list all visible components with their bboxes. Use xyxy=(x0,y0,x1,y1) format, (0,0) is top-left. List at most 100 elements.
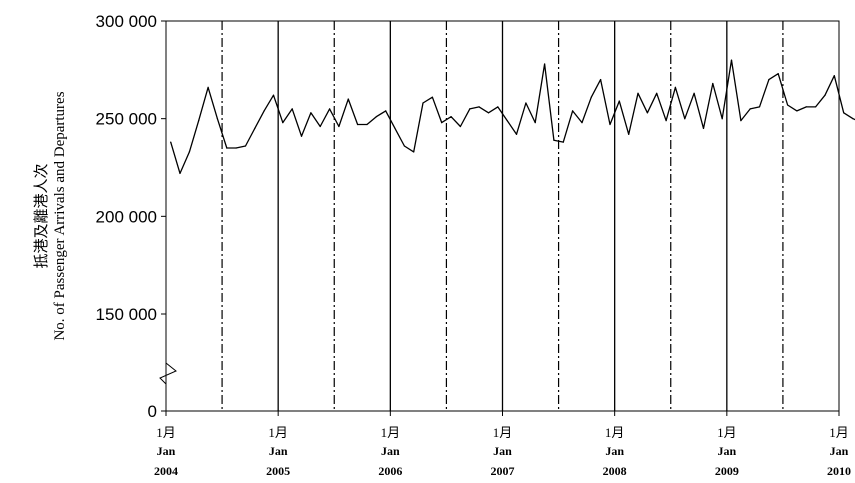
x-tick-label-year: 2006 xyxy=(378,464,402,478)
x-tick-label-year: 2009 xyxy=(715,464,739,478)
data-point xyxy=(702,127,705,129)
x-axis-ticks: 1月 Jan 2004 1月 Jan 2005 1月 Jan 2006 1月 Jan 2007 1月 Ja… xyxy=(154,411,851,478)
x-tick-label-year: 2008 xyxy=(603,464,627,478)
data-point xyxy=(833,75,835,77)
data-point xyxy=(796,110,798,112)
y-axis-label-zh: 抵港及離港人次 xyxy=(32,163,50,268)
data-point xyxy=(254,127,256,129)
data-point xyxy=(291,108,293,110)
y-tick-label: 300 000 xyxy=(96,12,157,31)
data-point xyxy=(459,125,461,128)
data-point xyxy=(319,125,321,128)
data-point xyxy=(843,112,845,114)
y-axis-break xyxy=(159,362,177,385)
data-point xyxy=(198,120,200,122)
data-point xyxy=(441,122,443,124)
data-point xyxy=(562,141,564,143)
x-tick-label-en: Jan xyxy=(717,444,736,458)
series-lines xyxy=(170,59,855,175)
data-point xyxy=(226,147,228,149)
data-point xyxy=(684,118,686,120)
data-point xyxy=(515,133,518,135)
data-point xyxy=(646,112,649,114)
data-point xyxy=(618,100,620,102)
data-point xyxy=(478,106,480,108)
data-point xyxy=(450,116,452,118)
data-point xyxy=(758,106,761,108)
y-axis-ticks: 0 150 000 200 000 250 000 300 000 xyxy=(96,12,166,421)
data-point xyxy=(216,118,218,120)
data-point xyxy=(244,145,247,147)
x-tick-label-en: Jan xyxy=(269,444,288,458)
data-point xyxy=(674,86,677,88)
x-tick-label-year: 2007 xyxy=(491,464,515,478)
data-point xyxy=(487,112,490,114)
passenger-series-line xyxy=(170,59,855,175)
data-point xyxy=(852,118,854,120)
x-tick-label-zh: 1月 xyxy=(493,425,513,440)
data-point xyxy=(590,96,592,98)
data-point xyxy=(272,94,275,96)
data-point xyxy=(497,106,499,108)
data-point xyxy=(469,108,471,110)
x-tick-label-zh: 1月 xyxy=(605,425,625,440)
data-point xyxy=(506,120,508,122)
data-point xyxy=(413,151,415,153)
data-point xyxy=(553,139,555,141)
x-tick-label-zh: 1月 xyxy=(717,425,737,440)
x-tick-label-en: Jan xyxy=(157,444,176,458)
data-point xyxy=(357,123,359,126)
x-tick-label-zh: 1月 xyxy=(381,425,401,440)
x-tick-label-zh: 1月 xyxy=(268,425,288,440)
year-gridlines xyxy=(221,21,784,411)
data-point xyxy=(235,147,237,149)
data-point xyxy=(375,116,377,118)
y-tick-label: 150 000 xyxy=(96,305,157,324)
data-point xyxy=(282,122,284,124)
data-point xyxy=(431,96,433,98)
x-tick-label-zh: 1月 xyxy=(829,425,849,440)
data-point xyxy=(394,127,396,129)
data-point xyxy=(572,110,574,112)
data-point xyxy=(805,106,807,108)
data-point xyxy=(300,135,303,137)
data-point xyxy=(347,98,349,100)
data-point xyxy=(721,118,723,120)
y-tick-label: 200 000 xyxy=(96,207,157,226)
data-point xyxy=(422,102,424,104)
x-tick-label-en: Jan xyxy=(605,444,624,458)
y-tick-label: 0 xyxy=(148,402,157,421)
data-point xyxy=(170,141,172,143)
data-point xyxy=(609,123,611,126)
data-point xyxy=(600,79,602,81)
data-point xyxy=(712,82,714,85)
data-point xyxy=(815,106,817,108)
data-point xyxy=(656,92,658,94)
data-point xyxy=(740,120,742,122)
data-point xyxy=(188,151,190,153)
data-point xyxy=(385,110,387,112)
x-tick-label-en: Jan xyxy=(493,444,512,458)
data-point xyxy=(338,125,340,128)
data-point xyxy=(665,120,667,122)
x-tick-label-en: Jan xyxy=(381,444,400,458)
data-point xyxy=(749,108,751,110)
data-point xyxy=(693,92,695,94)
data-point xyxy=(329,108,331,110)
data-point xyxy=(366,123,368,126)
data-point xyxy=(628,133,630,135)
x-tick-label-year: 2004 xyxy=(154,464,178,478)
x-tick-label-en: Jan xyxy=(830,444,849,458)
data-point xyxy=(581,122,583,124)
data-point xyxy=(534,122,536,124)
data-point xyxy=(310,112,312,114)
x-tick-label-year: 2005 xyxy=(266,464,290,478)
data-point xyxy=(263,110,265,112)
data-point xyxy=(179,172,181,174)
data-point xyxy=(824,94,826,96)
data-point xyxy=(207,86,209,88)
data-point xyxy=(525,102,527,104)
data-point xyxy=(787,104,789,106)
data-point xyxy=(637,92,639,94)
